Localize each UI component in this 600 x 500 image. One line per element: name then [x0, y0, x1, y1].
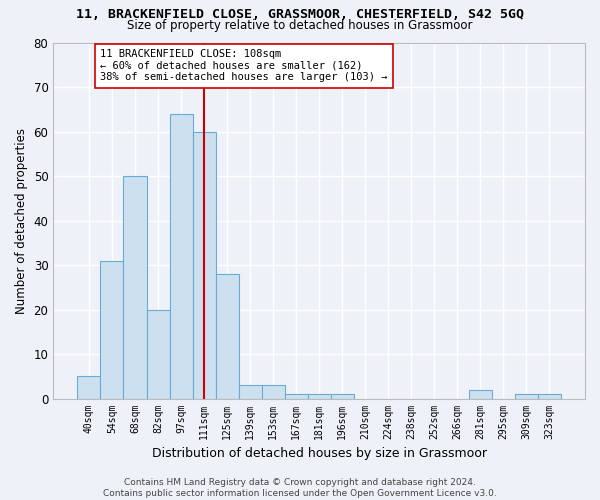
- Text: Size of property relative to detached houses in Grassmoor: Size of property relative to detached ho…: [127, 18, 473, 32]
- Bar: [124, 176, 146, 398]
- Bar: [538, 394, 561, 398]
- Bar: [193, 132, 215, 398]
- Bar: [308, 394, 331, 398]
- Bar: [170, 114, 193, 399]
- Bar: [284, 394, 308, 398]
- Bar: [515, 394, 538, 398]
- Text: 11 BRACKENFIELD CLOSE: 108sqm
← 60% of detached houses are smaller (162)
38% of : 11 BRACKENFIELD CLOSE: 108sqm ← 60% of d…: [100, 49, 388, 82]
- Bar: [239, 385, 262, 398]
- Bar: [262, 385, 284, 398]
- X-axis label: Distribution of detached houses by size in Grassmoor: Distribution of detached houses by size …: [152, 447, 487, 460]
- Bar: [100, 260, 124, 398]
- Bar: [215, 274, 239, 398]
- Bar: [77, 376, 100, 398]
- Text: Contains HM Land Registry data © Crown copyright and database right 2024.
Contai: Contains HM Land Registry data © Crown c…: [103, 478, 497, 498]
- Bar: [469, 390, 492, 398]
- Bar: [331, 394, 353, 398]
- Y-axis label: Number of detached properties: Number of detached properties: [15, 128, 28, 314]
- Bar: [146, 310, 170, 398]
- Text: 11, BRACKENFIELD CLOSE, GRASSMOOR, CHESTERFIELD, S42 5GQ: 11, BRACKENFIELD CLOSE, GRASSMOOR, CHEST…: [76, 8, 524, 20]
